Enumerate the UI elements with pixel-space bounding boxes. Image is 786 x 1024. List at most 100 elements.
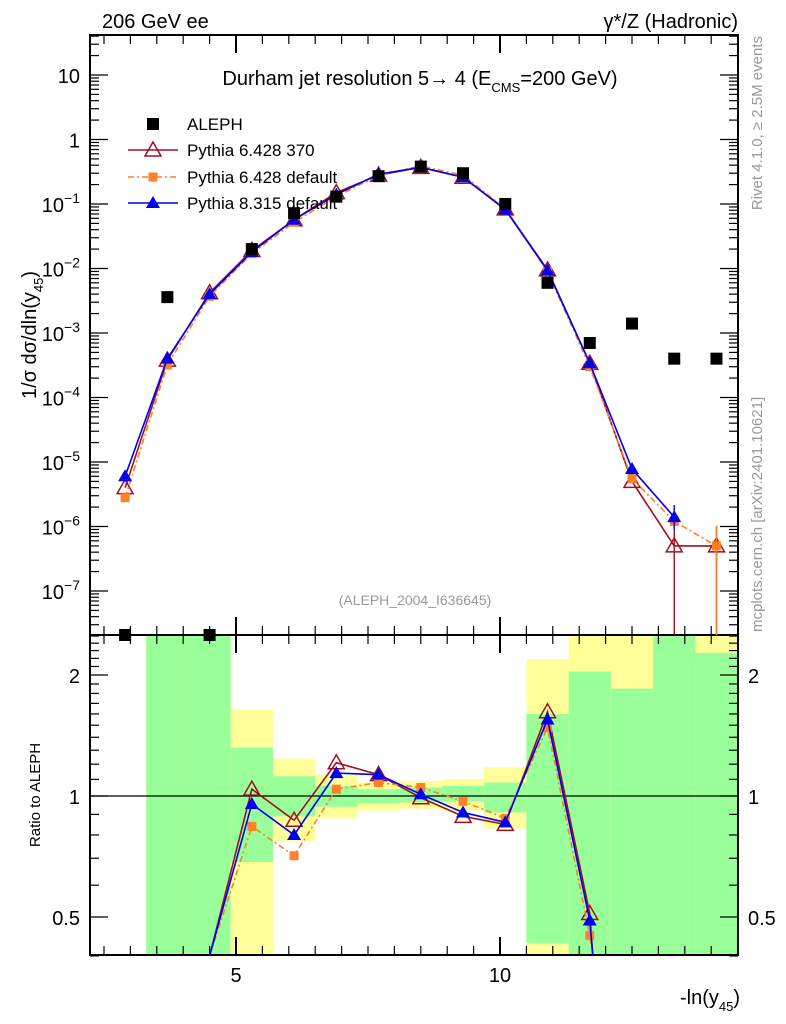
axis-label-main: -ln(y	[680, 987, 719, 1009]
data-point	[499, 198, 512, 210]
data-point	[625, 461, 639, 474]
ratio-tick-label-right: 2	[748, 666, 759, 688]
ratio-band-stat	[146, 635, 189, 955]
ratio-point	[456, 805, 471, 818]
ratio-point	[585, 930, 595, 940]
data-point	[245, 243, 258, 256]
y-tick-label: 10−5	[42, 448, 80, 475]
ratio-tick-label-right: 0.5	[748, 908, 776, 930]
axis-label-sub: 45	[719, 999, 733, 1014]
ratio-point	[582, 913, 597, 926]
data-point	[203, 629, 216, 641]
legend-item: ALEPH	[147, 115, 243, 134]
ratio-point	[284, 810, 304, 828]
ratio-bands	[146, 635, 738, 955]
data-point	[330, 190, 343, 203]
data-point	[582, 356, 597, 369]
legend-item: Pythia 6.428 default	[128, 168, 338, 187]
legend-marker	[148, 172, 158, 182]
data-point	[161, 291, 174, 304]
chart-title: Durham jet resolution 5→ 4 (ECMS=200 GeV…	[222, 68, 617, 95]
legend-label: Pythia 8.315 default	[187, 194, 338, 213]
y-tick-label: 10	[58, 66, 80, 88]
data-point	[119, 629, 132, 641]
data-point	[118, 469, 133, 482]
ratio-band-stat	[568, 671, 611, 955]
ratio-point	[329, 766, 344, 779]
legend: ALEPH Pythia 6.428 370 Pythia 6.428 defaul…	[128, 115, 338, 213]
ratio-band-stat	[188, 635, 231, 955]
data-point	[457, 167, 470, 180]
y-tick-label: 10−2	[42, 255, 80, 282]
ratio-point	[331, 784, 341, 794]
y-tick-label: 1	[69, 131, 80, 153]
series	[115, 157, 726, 956]
legend-item: Pythia 6.428 370	[128, 140, 315, 160]
series-aleph	[119, 160, 723, 641]
ratio-point	[289, 851, 299, 861]
ratio-point	[371, 767, 386, 780]
legend-marker	[147, 118, 159, 130]
ratio-tick-label-left: 1	[69, 787, 80, 809]
data-point	[288, 207, 301, 220]
y-tick-label: 10−1	[42, 190, 80, 217]
data-point	[120, 493, 130, 503]
ratio-band-stat	[526, 713, 569, 944]
mcplots-label: mcplots.cern.ch [arXiv:2401.10621]	[749, 397, 766, 632]
data-point	[540, 263, 555, 276]
legend-label: ALEPH	[187, 115, 243, 134]
data-point	[160, 351, 175, 364]
data-point	[583, 336, 596, 349]
ratio-point	[247, 821, 257, 831]
ratio-frame	[89, 634, 739, 956]
legend-marker	[143, 140, 163, 157]
x-tick-label: 5	[230, 965, 241, 987]
legend-item: Pythia 8.315 default	[128, 194, 338, 213]
analysis-label: (ALEPH_2004_I636645)	[339, 592, 492, 608]
data-point	[162, 360, 172, 370]
ratio-point	[287, 827, 302, 840]
series-line	[124, 165, 717, 547]
rivet-version-label: Rivet 4.1.0, ≥ 2.5M events	[749, 36, 766, 210]
axis-label-sub: 45	[31, 278, 46, 292]
data-point	[627, 474, 637, 484]
ratio-point	[242, 779, 262, 796]
ratio-band-stat	[441, 785, 485, 802]
x-axis-label: -ln(y45)	[680, 987, 740, 1014]
axis-label-tail: )	[19, 271, 41, 278]
ratio-band-stat	[695, 652, 738, 955]
y-axis-label: 1/σ dσ/dln(y45)	[19, 271, 46, 399]
data-point	[668, 352, 681, 365]
ratio-tick-label-left: 0.5	[52, 908, 80, 930]
data-point	[372, 170, 385, 183]
y-tick-label: 10−4	[42, 384, 80, 411]
series-line	[124, 166, 675, 518]
legend-marker	[146, 196, 160, 208]
axis-label-main: 1/σ dσ/dln(y	[19, 292, 41, 399]
header-left: 206 GeV ee	[102, 11, 209, 33]
ratio-point	[374, 778, 384, 788]
y-tick-label: 10−3	[42, 319, 80, 346]
header-right: γ*/Z (Hadronic)	[604, 11, 738, 33]
ratio-point	[498, 815, 513, 828]
ratio-band-stat	[653, 635, 696, 955]
axes: 5 10 10 1 10−1 10−2 10−3 10−4 10−5 10−6 10−7 2 2 1 1 0.…	[42, 34, 776, 987]
ratio-point	[540, 712, 555, 725]
legend-label: Pythia 6.428 370	[187, 141, 315, 160]
data-point	[626, 317, 638, 330]
y-tick-label: 10−7	[42, 577, 80, 604]
ratio-point	[543, 723, 553, 733]
data-point	[710, 352, 723, 365]
ratio-point	[413, 787, 428, 800]
ratio-point	[458, 796, 468, 806]
axis-label-tail: )	[733, 987, 740, 1009]
ratio-axis-label: Ratio to ALEPH	[27, 743, 44, 847]
series-line	[124, 166, 717, 547]
data-point	[541, 276, 554, 289]
data-point	[202, 287, 217, 300]
x-tick-label: 10	[489, 965, 511, 987]
y-tick-label: 10−6	[42, 513, 80, 540]
ratio-tick-label-left: 2	[69, 666, 80, 688]
ratio-tick-label-right: 1	[748, 787, 759, 809]
